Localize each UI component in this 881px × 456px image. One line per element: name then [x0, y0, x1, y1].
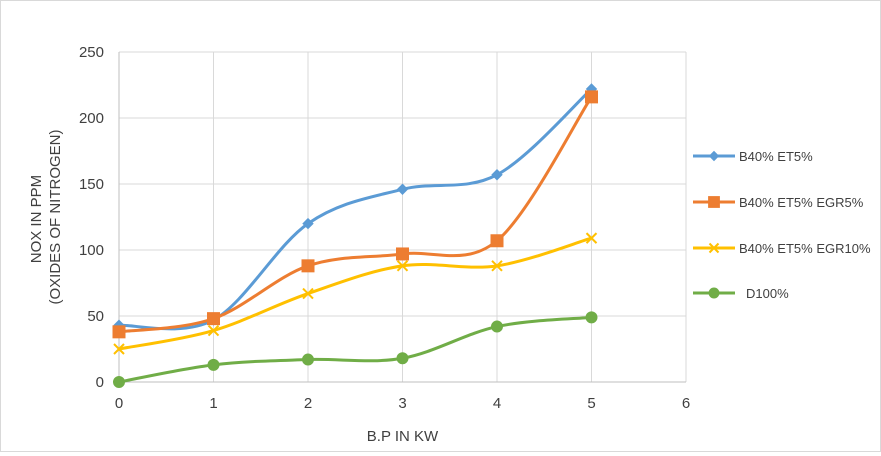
data-point-3-0: [113, 343, 125, 355]
y-tick-label: 50: [87, 308, 104, 325]
data-point-4-0: [113, 376, 125, 388]
legend-label: B40% ET5%: [739, 149, 813, 164]
legend-marker: [708, 150, 720, 162]
series-line-4: [117, 315, 593, 384]
data-point-3-2: [302, 287, 314, 300]
legend-marker-stroke-b: [708, 242, 720, 254]
x-tick-label: 2: [304, 395, 312, 412]
series-3: [113, 232, 598, 355]
series-line-1: [117, 87, 593, 331]
data-point-2-5: [585, 90, 598, 104]
y-tick-label: 250: [79, 44, 104, 61]
x-tick-label: 5: [587, 395, 595, 412]
data-point-3-4-stroke-b: [491, 260, 503, 272]
data-point-2-2: [301, 259, 315, 273]
legend-label: B40% ET5% EGR10%: [739, 241, 871, 256]
y-tick-label: 150: [79, 176, 104, 193]
data-point-1-4: [491, 169, 503, 181]
data-point-2-0: [112, 325, 126, 339]
legend-item-3: B40% ET5% EGR10%: [693, 241, 871, 256]
x-axis-title: B.P IN KW: [367, 428, 439, 445]
data-point-3-1-stroke-b: [207, 324, 220, 337]
series-group: [112, 83, 598, 388]
x-tick-label: 6: [682, 395, 690, 412]
data-point-2-3: [396, 247, 409, 261]
y-tick-label: 100: [79, 242, 104, 259]
gridlines: [119, 51, 687, 382]
data-point-3-3: [396, 260, 409, 272]
series-line-2: [117, 95, 593, 334]
series-4: [113, 311, 598, 388]
data-point-3-5: [585, 232, 598, 244]
data-point-4-3: [396, 352, 409, 365]
legend-item-2: B40% ET5% EGR5%: [693, 195, 864, 210]
data-point-3-0-stroke-b: [113, 343, 125, 355]
data-point-4-2: [302, 353, 314, 366]
y-axis-title: NOX IN PPM (OXIDES OF NITROGEN): [28, 129, 64, 304]
legend-marker: [708, 196, 720, 208]
x-tick-label: 1: [209, 395, 217, 412]
legend-item-4: D100%: [693, 286, 789, 301]
data-point-4-5: [585, 311, 598, 324]
data-point-2-4: [490, 234, 504, 248]
legend-marker: [708, 287, 720, 299]
y-axis-title-line-2: (OXIDES OF NITROGEN): [47, 129, 64, 304]
legend-label: B40% ET5% EGR5%: [739, 195, 864, 210]
data-point-3-2-stroke-b: [302, 287, 314, 300]
y-tick-label: 200: [79, 110, 104, 127]
x-tick-label: 0: [115, 395, 123, 412]
y-axis-title-line-1: NOX IN PPM: [28, 175, 45, 263]
x-tick-label: 3: [398, 395, 406, 412]
x-tick-label: 4: [493, 395, 501, 412]
legend: B40% ET5% B40% ET5% EGR5% B40% ET5% EGR10%…: [693, 149, 871, 301]
legend-item-1: B40% ET5%: [693, 149, 813, 164]
legend-label: D100%: [746, 286, 789, 301]
data-point-3-1: [207, 324, 220, 337]
data-point-3-4: [491, 260, 503, 272]
data-point-1-3: [396, 183, 409, 195]
series-2: [112, 90, 598, 339]
data-point-4-4: [491, 320, 503, 333]
data-point-1-2: [302, 217, 314, 230]
data-point-2-1: [207, 312, 220, 326]
data-point-3-5-stroke-b: [585, 232, 598, 244]
data-point-4-1: [207, 358, 220, 371]
y-tick-label: 0: [96, 374, 104, 391]
series-line-3: [117, 236, 593, 351]
legend-marker: [708, 242, 720, 254]
data-point-3-3-stroke-b: [396, 260, 409, 272]
axes: 0 50 100 150 200 250 0 1 2 3 4 5 6: [79, 44, 690, 412]
